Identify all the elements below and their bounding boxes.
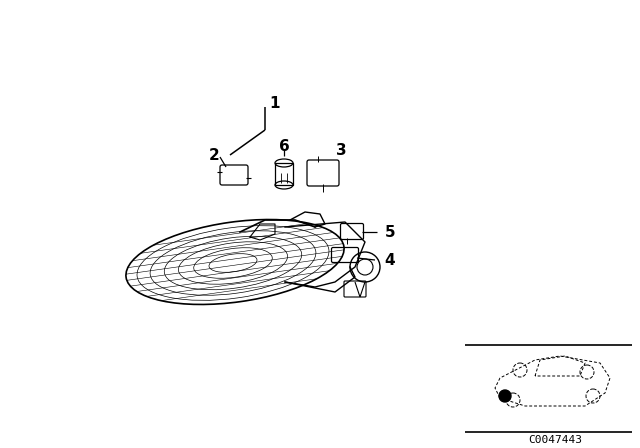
Circle shape — [499, 390, 511, 402]
Text: 5: 5 — [385, 224, 396, 240]
Text: C0047443: C0047443 — [528, 435, 582, 445]
Text: 1: 1 — [269, 95, 280, 111]
Text: 3: 3 — [336, 142, 346, 158]
Text: 2: 2 — [209, 147, 220, 163]
Text: 4: 4 — [385, 253, 396, 267]
Text: 6: 6 — [278, 138, 289, 154]
